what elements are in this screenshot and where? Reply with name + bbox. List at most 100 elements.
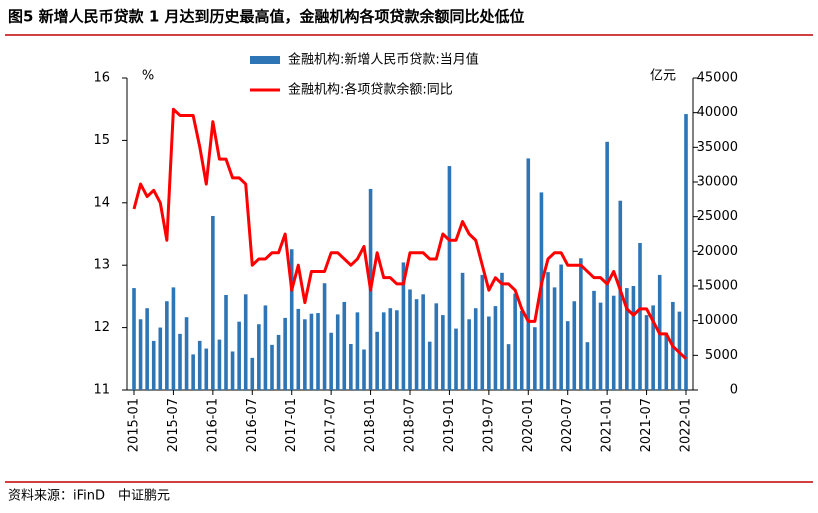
bar bbox=[454, 328, 458, 390]
bar bbox=[565, 321, 570, 390]
bar bbox=[184, 317, 189, 390]
bar bbox=[329, 332, 333, 390]
bar bbox=[625, 288, 629, 390]
bar bbox=[395, 310, 399, 390]
bar bbox=[618, 200, 623, 390]
x-tick-label: 2017-07 bbox=[324, 398, 339, 452]
y2-tick-label: 20000 bbox=[697, 244, 738, 259]
bar bbox=[342, 301, 347, 390]
x-tick-label: 2015-07 bbox=[166, 398, 181, 452]
bar bbox=[257, 324, 261, 390]
bar bbox=[493, 306, 498, 390]
y-tick-label: 13 bbox=[93, 258, 110, 273]
x-tick-label: 2019-01 bbox=[442, 398, 457, 452]
bar bbox=[230, 351, 235, 390]
y2-tick-label: 35000 bbox=[697, 140, 738, 155]
bar bbox=[349, 344, 353, 390]
bar bbox=[559, 264, 563, 390]
x-tick-label: 2022-01 bbox=[679, 398, 694, 452]
bar bbox=[460, 272, 465, 390]
bar bbox=[335, 314, 340, 390]
bar bbox=[644, 315, 649, 390]
x-tick-label: 2016-01 bbox=[205, 398, 220, 452]
x-tick-label: 2020-07 bbox=[560, 398, 575, 452]
y2-tick-label: 15000 bbox=[697, 279, 738, 294]
line bbox=[132, 107, 688, 360]
bar bbox=[546, 272, 550, 390]
legend-swatch bbox=[250, 56, 280, 64]
y2-tick-label: 0 bbox=[730, 383, 738, 398]
bar bbox=[270, 344, 274, 390]
bar bbox=[165, 301, 169, 390]
bar bbox=[355, 312, 360, 390]
y2-tick-label: 45000 bbox=[697, 71, 738, 86]
bar bbox=[191, 354, 195, 390]
bar bbox=[506, 344, 511, 390]
bar bbox=[434, 303, 439, 390]
x-tick-label: 2015-01 bbox=[127, 398, 142, 452]
bar bbox=[467, 319, 471, 390]
bar bbox=[276, 334, 281, 390]
bar bbox=[631, 286, 636, 390]
bar bbox=[473, 308, 478, 390]
bar bbox=[224, 295, 228, 390]
bar bbox=[513, 293, 517, 390]
bar bbox=[145, 308, 149, 390]
bar bbox=[414, 299, 419, 390]
bar bbox=[526, 158, 531, 390]
x-tick-label: 2019-07 bbox=[481, 398, 496, 452]
y2-tick-label: 30000 bbox=[697, 175, 738, 190]
bar bbox=[651, 305, 655, 390]
y-tick-label: 16 bbox=[93, 71, 110, 86]
chart-title: 图5 新增人民币贷款 1 月达到历史最高值，金融机构各项贷款余额同比处低位 bbox=[8, 8, 525, 26]
bar bbox=[158, 327, 163, 390]
x-tick-label: 2018-01 bbox=[363, 398, 378, 452]
y-tick-label: 15 bbox=[93, 133, 110, 148]
bar bbox=[303, 319, 307, 390]
bar bbox=[421, 294, 425, 390]
y2-tick-label: 5000 bbox=[705, 348, 738, 363]
bar bbox=[572, 301, 577, 390]
y2-tick-label: 25000 bbox=[697, 209, 738, 224]
bar bbox=[217, 339, 222, 390]
bar bbox=[204, 348, 209, 390]
x-tick-label: 2016-07 bbox=[245, 398, 260, 452]
x-tick-label: 2021-01 bbox=[600, 398, 615, 452]
bar bbox=[611, 295, 616, 390]
bar bbox=[178, 333, 182, 390]
source: 资料来源：iFinD 中证鹏元 bbox=[8, 489, 170, 504]
bar bbox=[684, 114, 688, 390]
bar bbox=[447, 166, 452, 390]
bar bbox=[322, 283, 327, 390]
bar bbox=[585, 342, 590, 390]
y2-tick-label: 40000 bbox=[697, 105, 738, 120]
legend-label: 金融机构:新增人民币贷款:当月值 bbox=[288, 52, 479, 68]
y-tick-label: 12 bbox=[93, 320, 110, 335]
bar bbox=[552, 287, 557, 390]
bar bbox=[388, 308, 393, 390]
bar bbox=[171, 287, 176, 390]
bar bbox=[250, 357, 255, 390]
bar bbox=[375, 331, 379, 390]
bar bbox=[132, 288, 136, 390]
bar bbox=[237, 321, 241, 390]
bar bbox=[519, 310, 524, 390]
legend-label: 金融机构:各项贷款余额:同比 bbox=[288, 82, 453, 98]
bar bbox=[289, 249, 294, 390]
bar bbox=[283, 317, 287, 390]
bar bbox=[638, 243, 642, 390]
bar bbox=[500, 272, 504, 390]
bar bbox=[441, 315, 445, 390]
bar bbox=[592, 290, 596, 390]
bar bbox=[362, 349, 366, 390]
bar bbox=[427, 341, 432, 390]
y-unit: % bbox=[142, 69, 154, 84]
bar bbox=[316, 313, 320, 390]
x-tick-label: 2020-01 bbox=[521, 398, 536, 452]
bar bbox=[243, 294, 248, 390]
bar bbox=[605, 141, 609, 390]
y2-unit: 亿元 bbox=[650, 69, 676, 84]
bar bbox=[401, 262, 406, 390]
bar bbox=[197, 340, 202, 390]
